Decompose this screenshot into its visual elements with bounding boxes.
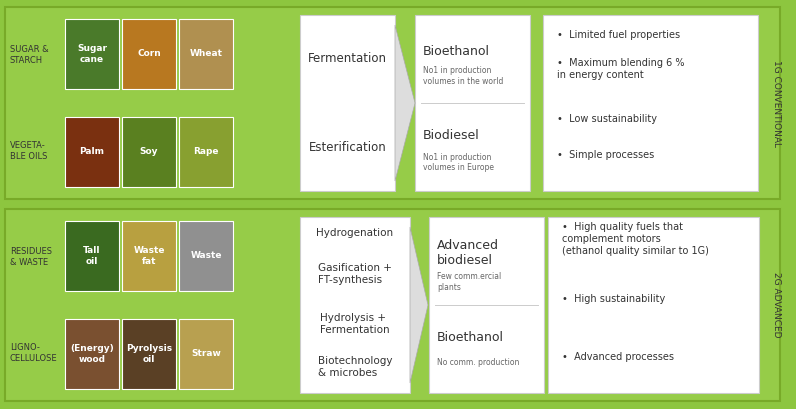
Text: Sugar
cane: Sugar cane	[77, 44, 107, 64]
Text: VEGETA-
BLE OILS: VEGETA- BLE OILS	[10, 141, 48, 161]
Text: 1G CONVENTIONAL: 1G CONVENTIONAL	[772, 59, 782, 146]
Text: Hydrogenation: Hydrogenation	[317, 228, 393, 238]
Text: Pyrolysis
oil: Pyrolysis oil	[126, 344, 172, 364]
Bar	[65, 19, 119, 89]
Text: LIGNO-
CELLULOSE: LIGNO- CELLULOSE	[10, 343, 57, 363]
Bar	[122, 221, 176, 291]
Text: Few comm.ercial
plants: Few comm.ercial plants	[437, 272, 501, 292]
Bar	[179, 19, 233, 89]
Bar	[65, 117, 119, 187]
Text: Waste
fat: Waste fat	[133, 246, 165, 266]
Text: •  High sustainability: • High sustainability	[562, 294, 665, 304]
Bar	[179, 117, 233, 187]
Bar	[65, 221, 119, 291]
Text: 2G ADVANCED: 2G ADVANCED	[772, 272, 782, 338]
Text: •  Simple processes: • Simple processes	[557, 150, 654, 160]
Text: Biotechnology
& microbes: Biotechnology & microbes	[318, 356, 392, 378]
Text: Hydrolysis +
Fermentation: Hydrolysis + Fermentation	[320, 313, 390, 335]
Text: Waste: Waste	[190, 252, 222, 261]
Text: Wheat: Wheat	[189, 49, 223, 58]
Text: •  Low sustainability: • Low sustainability	[557, 114, 657, 124]
Text: Esterification: Esterification	[309, 141, 386, 154]
Bar	[122, 19, 176, 89]
Bar	[65, 319, 119, 389]
Text: Bioethanol: Bioethanol	[437, 331, 504, 344]
Bar	[543, 15, 758, 191]
Text: (Energy)
wood: (Energy) wood	[70, 344, 114, 364]
Text: •  Maximum blending 6 %
in energy content: • Maximum blending 6 % in energy content	[557, 58, 685, 80]
Bar	[122, 319, 176, 389]
Bar	[415, 15, 530, 191]
Text: •  Advanced processes: • Advanced processes	[562, 352, 674, 362]
Text: RESIDUES
& WASTE: RESIDUES & WASTE	[10, 247, 52, 267]
Text: Gasification +
FT-synthesis: Gasification + FT-synthesis	[318, 263, 392, 285]
Text: No comm. production: No comm. production	[437, 358, 519, 367]
Text: Soy: Soy	[140, 148, 158, 157]
Text: Palm: Palm	[80, 148, 104, 157]
Bar	[179, 319, 233, 389]
Bar	[429, 217, 544, 393]
Text: Straw: Straw	[191, 350, 221, 359]
Text: No1 in production
volumes in Europe: No1 in production volumes in Europe	[423, 153, 494, 172]
Text: •  Limited fuel properties: • Limited fuel properties	[557, 30, 680, 40]
Bar	[548, 217, 759, 393]
Bar	[300, 217, 410, 393]
Polygon shape	[395, 25, 415, 181]
Bar	[179, 221, 233, 291]
Text: SUGAR &
STARCH: SUGAR & STARCH	[10, 45, 49, 65]
Text: No1 in production
volumes in the world: No1 in production volumes in the world	[423, 66, 503, 86]
Text: •  High quality fuels that
complement motors
(ethanol quality similar to 1G): • High quality fuels that complement mot…	[562, 222, 709, 256]
Text: Advanced
biodiesel: Advanced biodiesel	[437, 239, 499, 267]
Text: Corn: Corn	[137, 49, 161, 58]
Polygon shape	[410, 227, 428, 383]
Text: Biodiesel: Biodiesel	[423, 129, 480, 142]
Text: Rape: Rape	[193, 148, 219, 157]
Bar	[5, 7, 780, 199]
Text: Bioethanol: Bioethanol	[423, 45, 490, 58]
Bar	[300, 15, 395, 191]
Text: Fermentation: Fermentation	[308, 52, 387, 65]
Bar	[122, 117, 176, 187]
Bar	[5, 209, 780, 401]
Text: Tall
oil: Tall oil	[84, 246, 101, 266]
